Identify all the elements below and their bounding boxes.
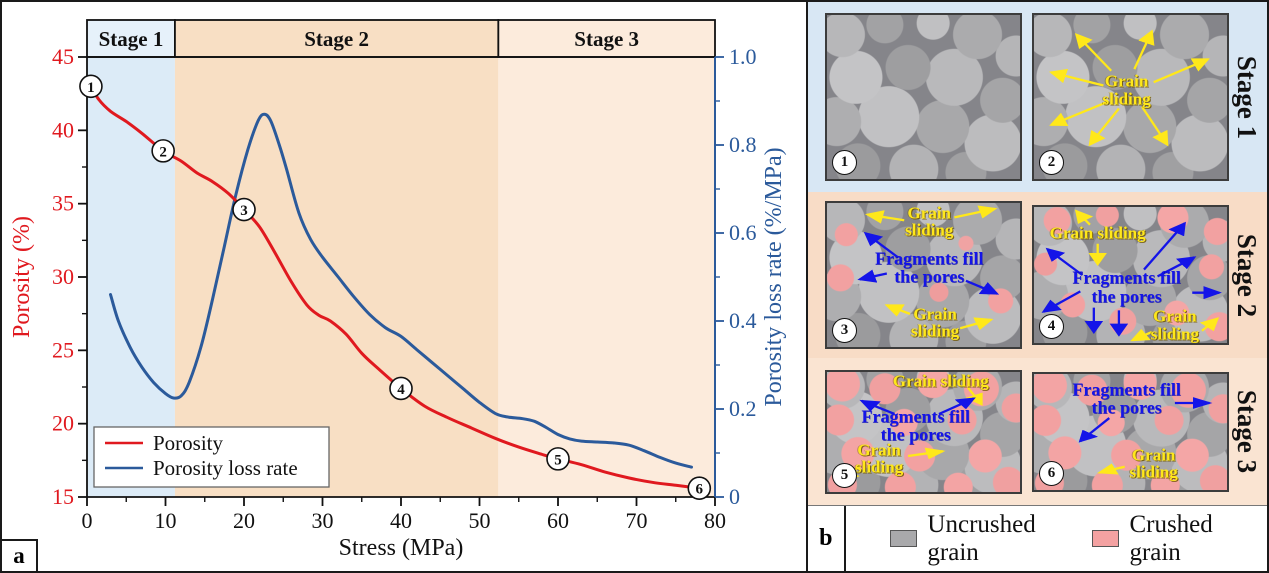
- y-left-tick-label: 35: [52, 191, 74, 216]
- micrograph-number: 6: [1039, 460, 1064, 486]
- micrograph-6: Fragments fill the pores Grain sliding 6: [1032, 371, 1229, 492]
- annotation-arrows: [1077, 393, 1215, 476]
- stage-header-box: [497, 19, 716, 58]
- micrograph-2: Grain sliding 2: [1032, 13, 1229, 181]
- annotation-grain-sliding: Grain sliding: [855, 440, 904, 478]
- curve-point-marker: [79, 74, 103, 99]
- y-left-tick-label: 40: [52, 117, 74, 142]
- x-tick-label: 70: [626, 508, 648, 533]
- stage1-row: 1 Grain sliding 2 Stage 1: [808, 2, 1267, 192]
- curve-point-marker: [151, 139, 175, 163]
- y-right-tick-label: 0.2: [729, 396, 757, 421]
- curve-point-number: 3: [240, 203, 248, 219]
- panel-b-micrographs: 1 Grain sliding 2 Stage 1: [806, 2, 1267, 571]
- x-tick-label: 20: [233, 508, 255, 533]
- annotation-fragments: Fragments fill the pores: [861, 406, 970, 445]
- stage2-row: Grain sliding Fragments fill the pores G…: [808, 192, 1267, 358]
- micrograph-number: 1: [832, 150, 857, 175]
- legend-item-uncrushed: Uncrushed grain: [889, 510, 1092, 567]
- annotation-grain-sliding: Grain sliding: [1150, 306, 1199, 344]
- annotation-grain-sliding: Grain sliding: [1049, 223, 1146, 243]
- curve-point-marker: [389, 376, 413, 401]
- y-left-tick-label: 25: [52, 337, 74, 362]
- annotation-fragments: Fragments fill the pores: [1072, 267, 1181, 307]
- x-tick-label: 50: [469, 508, 491, 533]
- stage3-row: Grain sliding Fragments fill the pores G…: [808, 358, 1267, 505]
- stage3-side-label: Stage 3: [1232, 389, 1263, 474]
- curve-point-marker: [687, 476, 712, 501]
- curve-point-number: 4: [397, 382, 405, 398]
- micrograph-1: 1: [825, 13, 1022, 181]
- x-tick-label: 30: [312, 508, 334, 533]
- legend-item-crushed: Crushed grain: [1091, 510, 1267, 567]
- stage-band: [498, 57, 715, 497]
- uncrushed-grain-swatch: [889, 530, 918, 547]
- legend-label: Crushed grain: [1129, 510, 1213, 566]
- y-right-tick-label: 1.0: [729, 44, 757, 69]
- panel-a-label: a: [2, 539, 38, 571]
- micrograph-number: 3: [832, 318, 857, 343]
- stage-header-label: Stage 1: [99, 27, 164, 51]
- grain-sliding-arrows: [1047, 27, 1212, 148]
- stage1-side-label: Stage 1: [1232, 55, 1263, 139]
- annotation-grain-sliding: Grain sliding: [1102, 72, 1151, 109]
- y-right-tick-label: 0.8: [729, 132, 757, 157]
- micrograph-4: Grain sliding Fragments fill the pores G…: [1032, 205, 1229, 345]
- annotation-grain-sliding: Grain sliding: [905, 203, 954, 240]
- stage-header-label: Stage 2: [304, 27, 369, 51]
- stage-header-label: Stage 3: [574, 27, 639, 51]
- x-tick-label: 0: [82, 508, 93, 533]
- curve-point-number: 2: [159, 144, 167, 160]
- y-right-tick-label: 0.6: [729, 220, 757, 245]
- stage-band: [87, 57, 175, 497]
- porosity-loss-rate-curve: [109, 112, 693, 469]
- y-left-tick-label: 20: [52, 411, 74, 436]
- annotation-grain-sliding: Grain sliding: [1129, 445, 1178, 482]
- x-tick-label: 60: [547, 508, 569, 533]
- micrograph-5: Grain sliding Fragments fill the pores G…: [825, 369, 1022, 494]
- x-tick-label: 10: [155, 508, 177, 533]
- annotation-grain-sliding: Grain sliding: [910, 304, 960, 341]
- y-right-tick-label: 0: [729, 484, 740, 509]
- x-axis-title: Stress (MPa): [339, 535, 464, 561]
- x-tick-label: 80: [704, 508, 726, 533]
- stage2-side-label: Stage 2: [1232, 233, 1263, 317]
- legend-label: Porosity: [153, 431, 224, 455]
- curve-point-marker: [546, 447, 570, 471]
- crushed-grain-swatch: [1091, 530, 1120, 547]
- curve-point-number: 5: [554, 452, 562, 468]
- chart-legend-box: [93, 426, 330, 488]
- y-left-tick-label: 45: [52, 44, 74, 69]
- micrograph-number: 2: [1039, 150, 1064, 175]
- annotation-fragments: Fragments fill the pores: [875, 248, 984, 287]
- panel-b-label: b: [808, 506, 846, 571]
- micrograph-number: 4: [1039, 314, 1064, 339]
- stage-header-box: [86, 19, 176, 58]
- y-left-tick-label: 15: [52, 484, 74, 509]
- curve-point-number: 1: [87, 80, 95, 96]
- micrograph-number: 5: [832, 462, 857, 488]
- legend-label: Porosity loss rate: [153, 456, 298, 480]
- curve-point-number: 6: [696, 482, 704, 498]
- annotation-fragments: Fragments fill the pores: [1072, 379, 1181, 419]
- y-right-axis-title: Porosity loss rate (%/MPa): [761, 147, 787, 406]
- annotation-grain-sliding: Grain sliding: [892, 371, 989, 391]
- y-left-axis-title: Porosity (%): [9, 216, 35, 338]
- y-left-tick-label: 30: [52, 264, 74, 289]
- panel-b-legend: b Uncrushed grain Crushed grain: [808, 505, 1267, 571]
- legend-label: Uncrushed grain: [927, 510, 1036, 566]
- micrograph-3: Grain sliding Fragments fill the pores G…: [825, 201, 1022, 349]
- annotation-arrows: [855, 203, 1001, 338]
- curve-point-marker: [232, 197, 256, 222]
- annotation-arrows: [1040, 208, 1224, 342]
- y-right-tick-label: 0.4: [729, 308, 757, 333]
- x-tick-label: 40: [390, 508, 412, 533]
- porosity-chart: Stage 1 Stage 2 Stage 30 10 20 30 40 50 60 70 8015…: [9, 19, 787, 561]
- panel-a-chart: Stage 1 Stage 2 Stage 3 0 10 20 30 40 50 60 70 80 15…: [2, 2, 806, 571]
